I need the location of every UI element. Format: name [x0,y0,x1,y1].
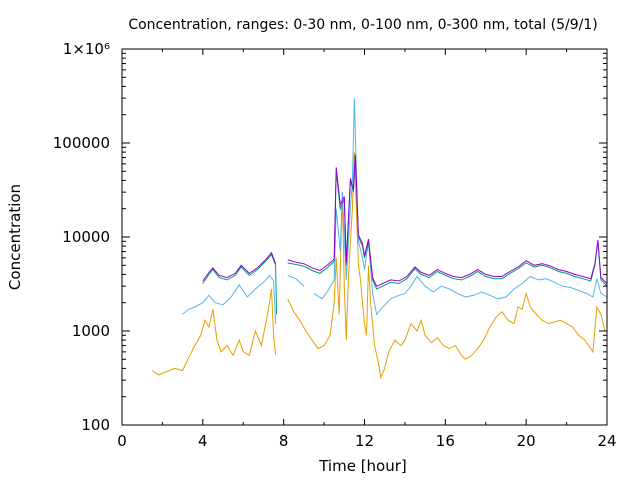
x-axis-label: Time [hour] [318,457,407,475]
series-layer [152,98,607,380]
y-axis-label: Concentration [6,184,24,290]
y-tick-label: 10000 [62,228,110,246]
x-tick-label: 4 [198,432,208,450]
x-tick-label: 16 [436,432,455,450]
x-tick-label: 24 [597,432,616,450]
chart-title: Concentration, ranges: 0-30 nm, 0-100 nm… [128,17,597,33]
ticks-layer: 0 4 8 12 16 20 24 100 1000 10000 100000 1×10⁶ [53,40,617,450]
series-line-1 [152,152,607,380]
y-tick-label: 1000 [72,322,110,340]
x-tick-label: 12 [355,432,374,450]
x-tick-label: 0 [117,432,127,450]
series-line-3 [202,157,607,315]
x-tick-label: 20 [517,432,536,450]
series-line-2 [182,98,607,324]
series-line-4 [202,154,607,287]
y-tick-label: 100000 [53,134,110,152]
y-tick-label: 100 [81,416,110,434]
x-tick-label: 8 [279,432,289,450]
y-tick-label: 1×10⁶ [63,40,110,58]
plot-frame [121,48,608,426]
